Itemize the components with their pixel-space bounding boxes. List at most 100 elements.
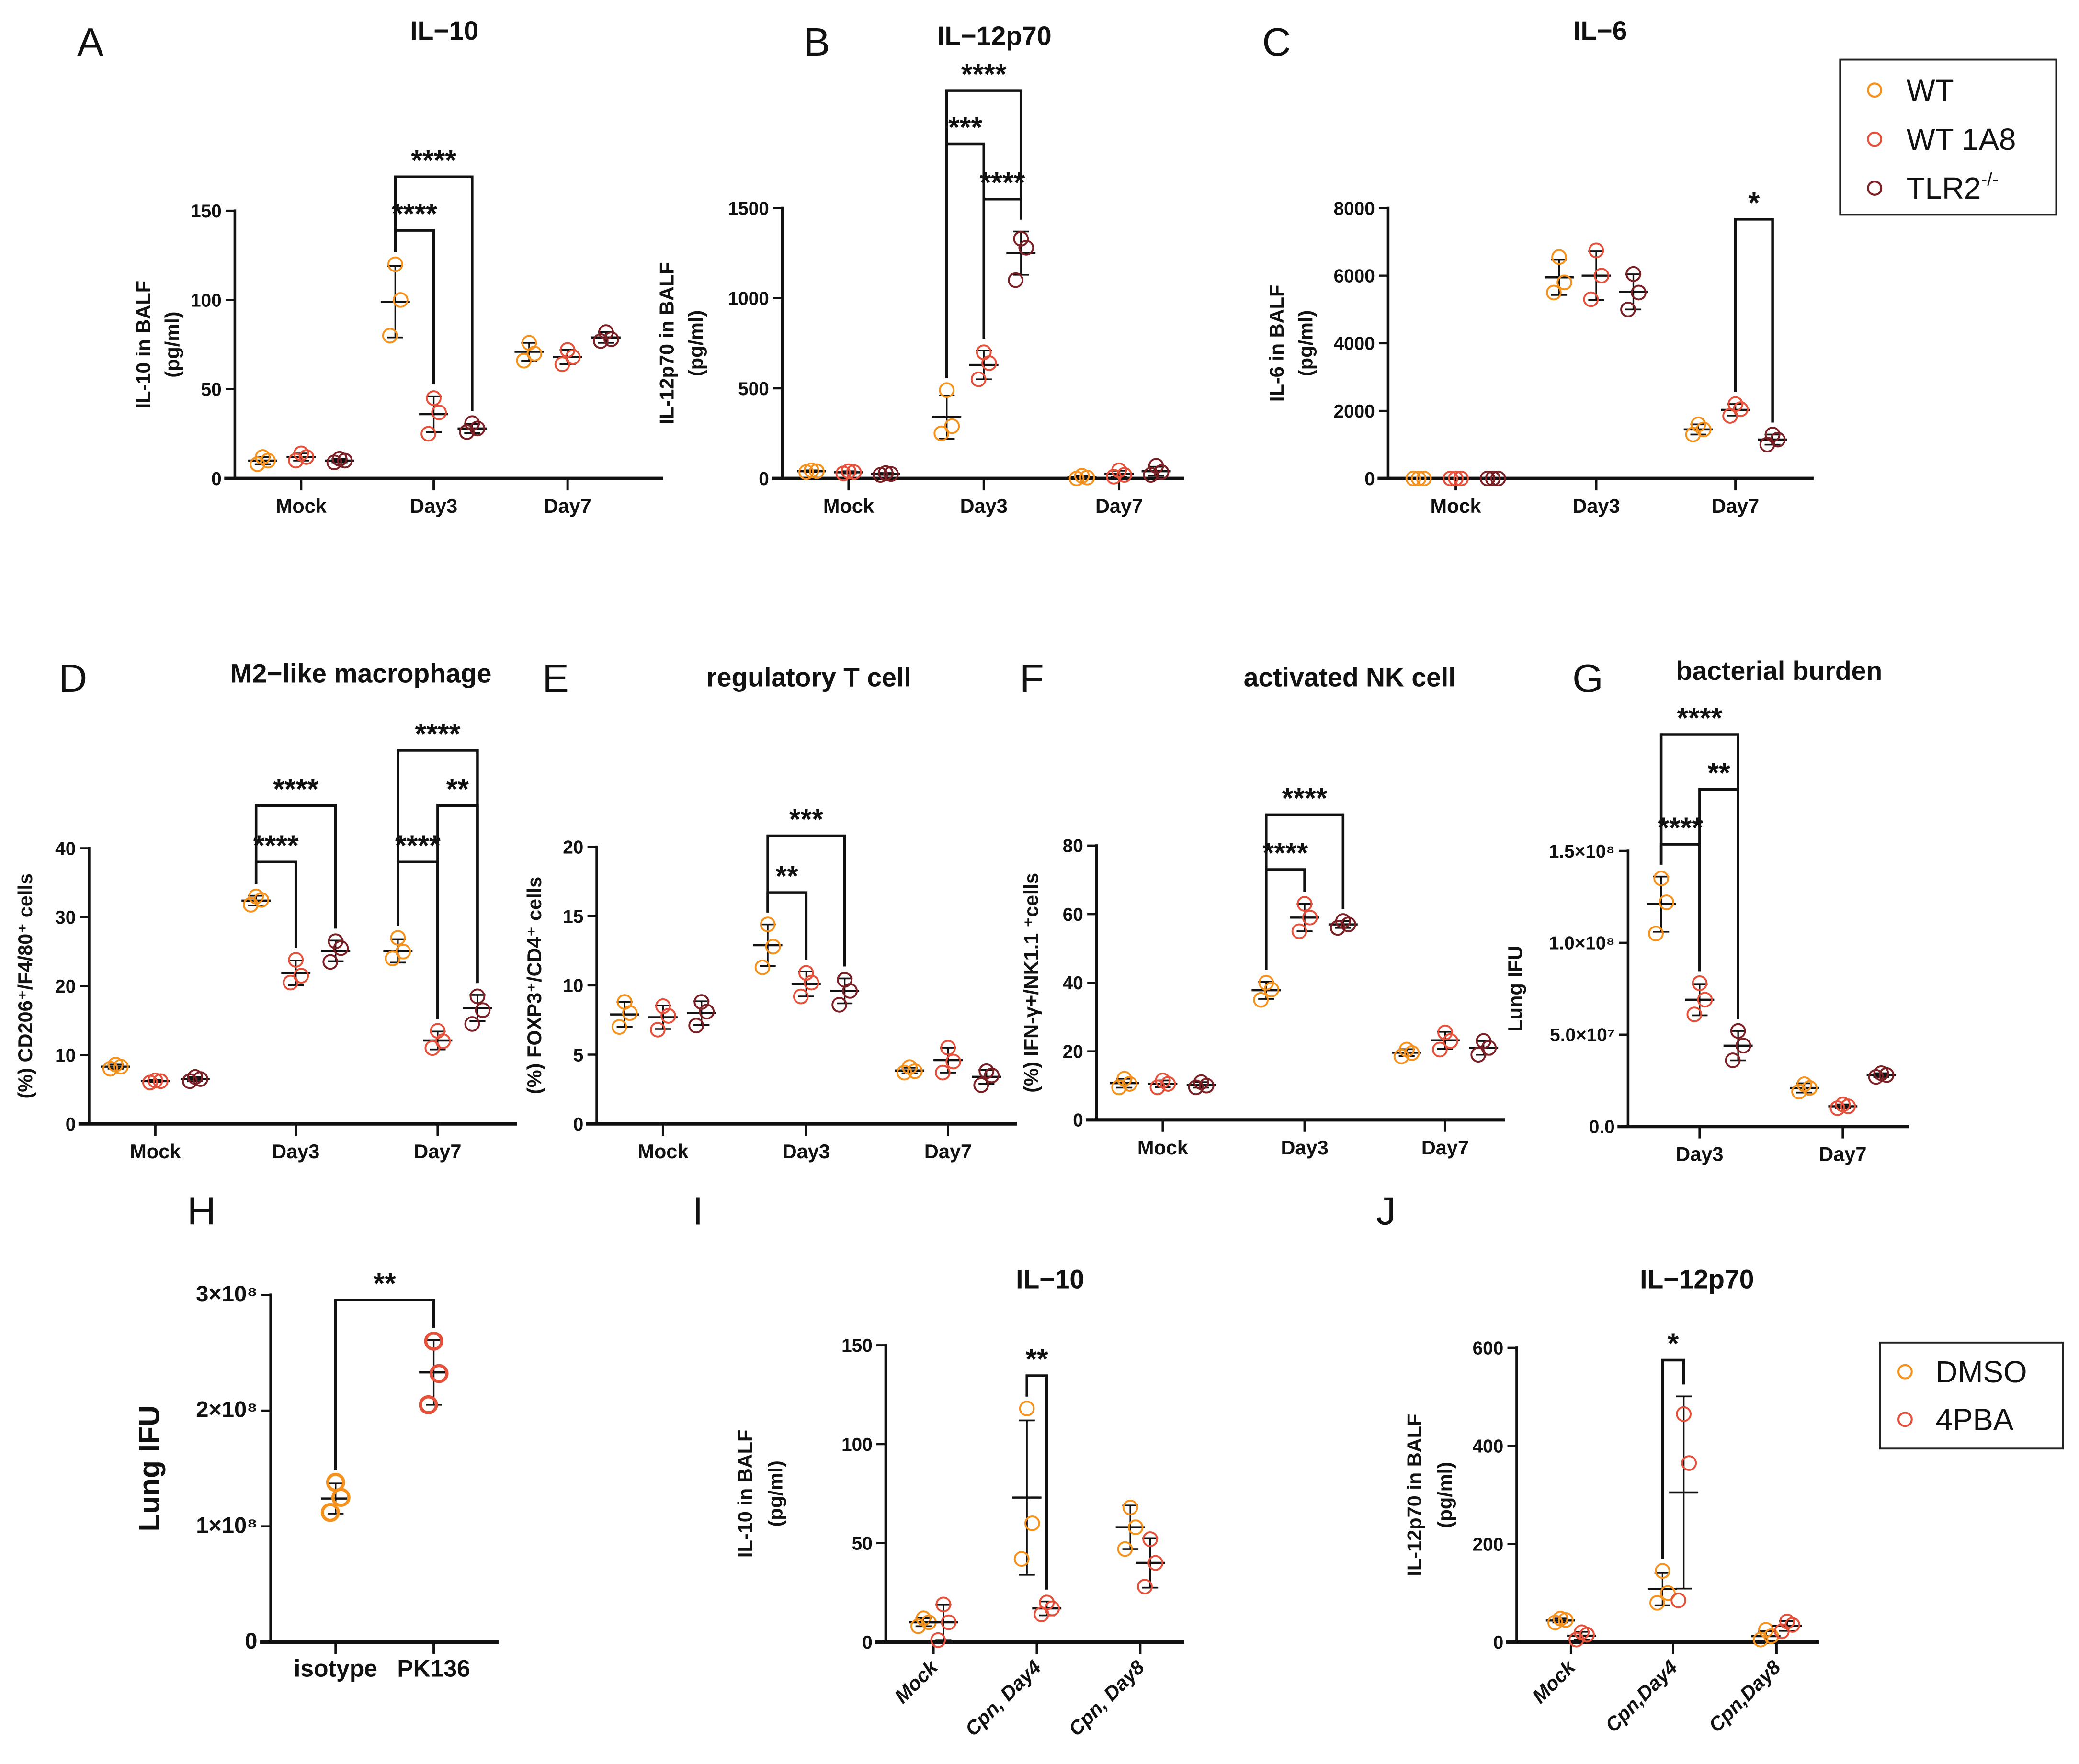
data-point <box>1551 249 1567 265</box>
data-group-0-2 <box>180 1069 210 1089</box>
data-point <box>1588 242 1604 259</box>
significance-label: **** <box>961 57 1007 90</box>
data-point <box>1796 1076 1812 1092</box>
data-group-2-2 <box>1469 1033 1499 1063</box>
significance-label: **** <box>980 166 1025 199</box>
data-point <box>1127 1519 1144 1535</box>
x-tick-label: Day3 <box>783 1140 830 1163</box>
y-tick-label: 0 <box>66 1114 76 1135</box>
data-point <box>429 1364 449 1383</box>
data-group-0-0 <box>796 462 826 480</box>
data-group-0-2 <box>687 994 716 1034</box>
data-point <box>1188 1079 1204 1096</box>
data-point <box>320 1503 340 1522</box>
data-point <box>521 335 537 351</box>
y-tick-label: 150 <box>191 201 222 222</box>
data-point <box>331 451 348 467</box>
data-group-1-2 <box>457 415 487 440</box>
data-point <box>255 449 271 465</box>
significance-bracket <box>1025 1374 1048 1590</box>
data-group-1-1 <box>1581 242 1611 307</box>
significance-label: ** <box>1707 757 1730 789</box>
significance-label: ** <box>776 859 799 892</box>
data-point <box>841 463 857 479</box>
significance-label: * <box>1749 186 1760 219</box>
y-axis-label: (%) IFN-γ+/NK1.1 ⁺cells <box>1020 873 1043 1093</box>
data-group-1-0 <box>1545 249 1574 301</box>
data-point <box>915 1610 932 1627</box>
significance-label: **** <box>415 717 461 750</box>
data-point <box>385 950 401 967</box>
data-point <box>901 1059 918 1075</box>
legend-label-text: TLR2 <box>1907 171 1981 205</box>
significance-bracket <box>436 804 479 1019</box>
y-tick-label: 20 <box>1063 1041 1083 1062</box>
y-axis-label: Lung IFU <box>1504 946 1526 1032</box>
data-point <box>1593 268 1610 284</box>
data-group-0-0 <box>1110 1071 1139 1096</box>
y-axis-label: IL-10 in BALF <box>132 281 154 408</box>
y-tick-label: 2×10⁸ <box>196 1397 257 1422</box>
significance-label: **** <box>1677 701 1723 734</box>
legend-marker <box>1897 1412 1913 1427</box>
data-point <box>1631 284 1647 301</box>
data-point <box>984 1067 1000 1084</box>
data-point <box>650 1022 666 1038</box>
y-tick-label: 30 <box>55 907 76 928</box>
panel-letter: J <box>1376 1188 1397 1233</box>
x-tick-label: Day3 <box>960 495 1008 517</box>
data-point <box>754 959 771 975</box>
data-point <box>430 1023 446 1039</box>
x-tick-label: isotype <box>294 1655 377 1682</box>
data-point <box>1142 1531 1158 1547</box>
data-group-2-0 <box>514 335 544 369</box>
data-point <box>182 1073 198 1089</box>
data-group-2-2 <box>1758 427 1787 452</box>
data-group-1-0 <box>241 888 271 913</box>
x-tick-label: Day3 <box>1676 1143 1723 1165</box>
data-point <box>693 994 710 1010</box>
data-point <box>1733 401 1749 417</box>
x-tick-label: Day3 <box>272 1140 319 1163</box>
data-point <box>387 256 403 272</box>
data-point <box>431 404 447 420</box>
data-point <box>464 1016 480 1032</box>
data-point <box>1116 1071 1132 1087</box>
data-point <box>328 933 344 950</box>
y-tick-label: 1500 <box>728 198 769 219</box>
data-point <box>1432 1041 1448 1058</box>
data-point <box>1873 1065 1889 1081</box>
data-point <box>1835 1097 1851 1112</box>
data-point <box>1764 427 1781 442</box>
y-tick-label: 200 <box>1473 1534 1504 1555</box>
y-tick-label: 500 <box>738 379 769 399</box>
y-axis-label: (pg/ml) <box>684 310 707 376</box>
data-point <box>1111 1079 1127 1096</box>
data-point <box>944 418 960 434</box>
panel-letter: F <box>1020 656 1044 701</box>
data-point <box>326 1472 345 1492</box>
data-point <box>293 968 309 984</box>
legend-label: TLR2-/- <box>1907 169 1999 205</box>
data-group-1-2 <box>1866 1065 1896 1085</box>
data-point <box>809 463 825 479</box>
data-group-0-0 <box>1404 470 1433 486</box>
data-point <box>1655 1563 1670 1579</box>
data-point <box>1697 992 1713 1008</box>
data-point <box>760 916 776 932</box>
x-tick-label: PK136 <box>397 1655 470 1682</box>
data-group-2-0 <box>1683 416 1713 442</box>
data-point <box>798 965 814 981</box>
data-point <box>1727 396 1743 412</box>
data-point <box>1686 1006 1703 1022</box>
data-point <box>390 930 406 946</box>
significance-label: ** <box>446 772 469 805</box>
legend-label: WT <box>1907 73 1954 107</box>
data-point <box>1676 1406 1692 1422</box>
data-group-1-0 <box>1012 1401 1042 1576</box>
data-point <box>1405 470 1421 486</box>
panel-letter: I <box>692 1188 703 1233</box>
data-group-0-1 <box>929 1596 958 1648</box>
